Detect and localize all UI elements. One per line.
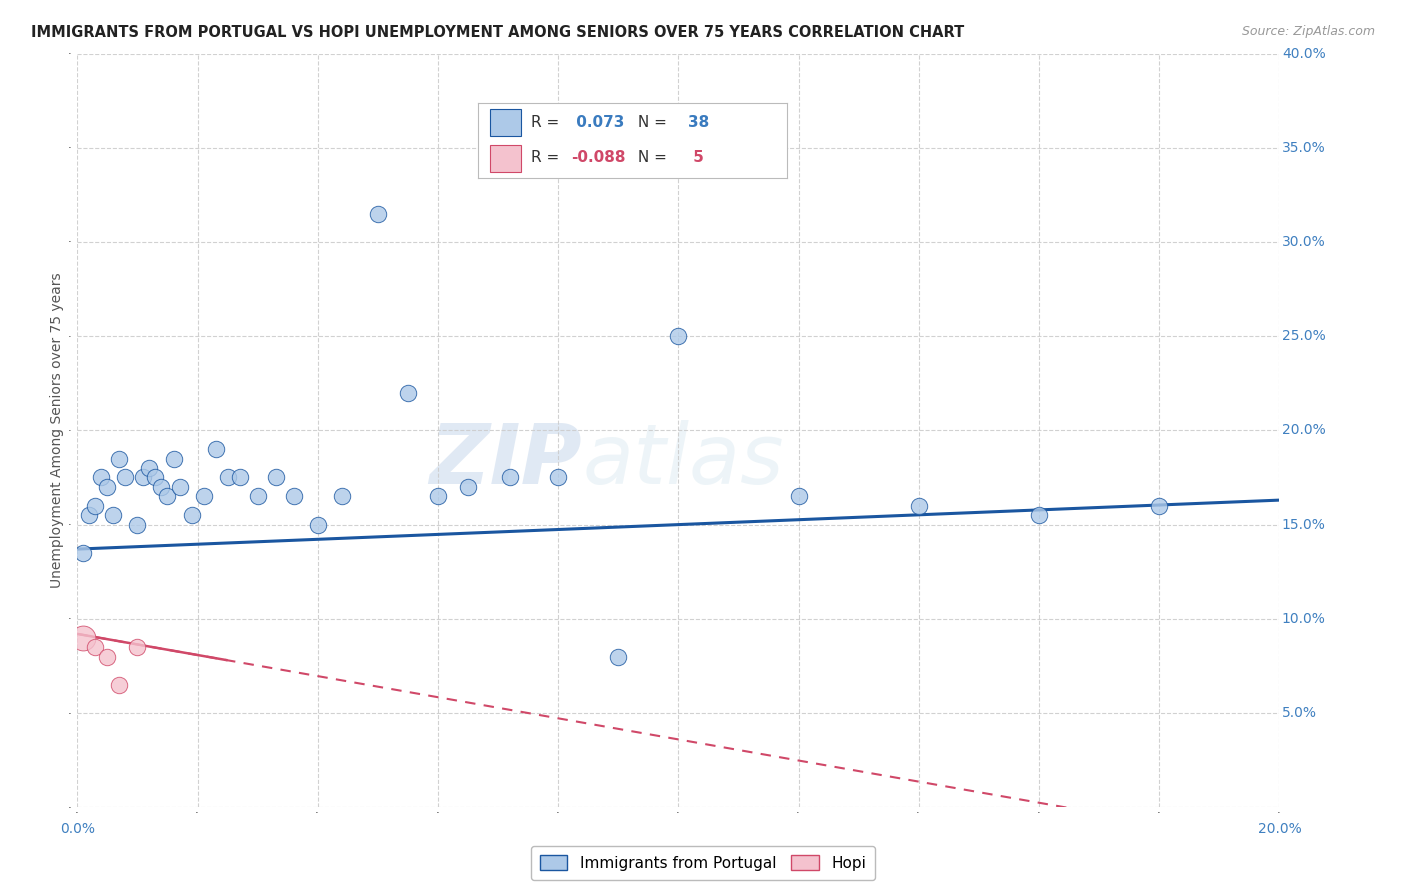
Point: [668, 329, 690, 343]
Point: [228, 470, 250, 484]
Bar: [491, 145, 522, 172]
Point: [127, 640, 149, 654]
Text: 35.0%: 35.0%: [1282, 141, 1326, 154]
Point: [162, 451, 184, 466]
Point: [246, 489, 269, 503]
Point: [396, 385, 419, 400]
Point: [114, 470, 136, 484]
Point: [138, 461, 160, 475]
Text: 38: 38: [689, 115, 710, 130]
Point: [787, 489, 810, 503]
Point: [84, 640, 107, 654]
Point: [427, 489, 450, 503]
Point: [79, 508, 101, 523]
Point: [204, 442, 226, 457]
Point: [72, 631, 94, 645]
Point: [145, 470, 167, 484]
Text: R =: R =: [530, 151, 564, 165]
Point: [150, 480, 173, 494]
Text: 5.0%: 5.0%: [1282, 706, 1317, 720]
Text: N =: N =: [633, 115, 672, 130]
Text: R =: R =: [530, 115, 564, 130]
Point: [193, 489, 215, 503]
Point: [96, 649, 118, 664]
Point: [180, 508, 202, 523]
Text: N =: N =: [633, 151, 672, 165]
Point: [457, 480, 479, 494]
Text: 40.0%: 40.0%: [1282, 46, 1326, 61]
Text: 5: 5: [689, 151, 704, 165]
Y-axis label: Unemployment Among Seniors over 75 years: Unemployment Among Seniors over 75 years: [49, 273, 63, 588]
Bar: [491, 109, 522, 136]
Point: [103, 508, 125, 523]
Text: 20.0%: 20.0%: [1282, 424, 1326, 437]
Text: 15.0%: 15.0%: [1282, 517, 1326, 532]
Point: [217, 470, 239, 484]
Point: [499, 470, 522, 484]
Point: [90, 470, 112, 484]
Point: [84, 499, 107, 513]
Point: [108, 678, 131, 692]
Point: [547, 470, 569, 484]
Point: [1149, 499, 1171, 513]
Legend: Immigrants from Portugal, Hopi: Immigrants from Portugal, Hopi: [531, 846, 875, 880]
Text: atlas: atlas: [582, 420, 785, 501]
Text: 0.073: 0.073: [571, 115, 624, 130]
Text: ZIP: ZIP: [430, 420, 582, 501]
Text: IMMIGRANTS FROM PORTUGAL VS HOPI UNEMPLOYMENT AMONG SENIORS OVER 75 YEARS CORREL: IMMIGRANTS FROM PORTUGAL VS HOPI UNEMPLO…: [31, 25, 965, 40]
Text: 20.0%: 20.0%: [1257, 822, 1302, 837]
Text: 10.0%: 10.0%: [1282, 612, 1326, 626]
Point: [330, 489, 353, 503]
Text: -0.088: -0.088: [571, 151, 626, 165]
Point: [1028, 508, 1050, 523]
Point: [367, 207, 389, 221]
Point: [96, 480, 118, 494]
Text: Source: ZipAtlas.com: Source: ZipAtlas.com: [1241, 25, 1375, 38]
Point: [607, 649, 630, 664]
Point: [264, 470, 287, 484]
Text: 25.0%: 25.0%: [1282, 329, 1326, 343]
Point: [127, 517, 149, 532]
Point: [283, 489, 305, 503]
Text: 30.0%: 30.0%: [1282, 235, 1326, 249]
Point: [108, 451, 131, 466]
Point: [169, 480, 191, 494]
Point: [908, 499, 931, 513]
Point: [132, 470, 155, 484]
Text: 0.0%: 0.0%: [60, 822, 94, 837]
Point: [307, 517, 329, 532]
Point: [156, 489, 179, 503]
Point: [72, 546, 94, 560]
